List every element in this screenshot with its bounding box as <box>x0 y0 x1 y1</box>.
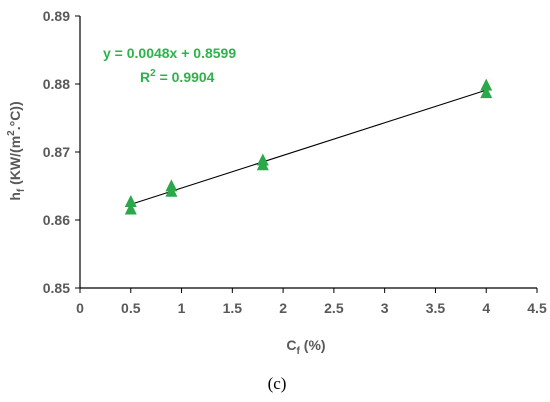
y-axis-title-rest: (KW/(m <box>7 136 23 189</box>
trendline-group <box>130 89 487 205</box>
y-axis-title-sub: f <box>16 188 27 192</box>
ticks: 0 0.5 1 1.5 2 2.5 3 3.5 4 4.5 0.85 0.86 0.87 0.88 0.89 <box>43 8 547 316</box>
y-tick-label: 0.87 <box>43 144 70 160</box>
x-axis-title-sub: f <box>297 346 301 357</box>
r-squared-value: = 0.9904 <box>156 69 215 85</box>
y-axis-title-tail: .°C)) <box>7 101 23 130</box>
x-axis-title: Cf (%) <box>286 337 325 357</box>
x-tick-label: 2.5 <box>324 300 344 316</box>
x-tick-label: 4 <box>482 300 490 316</box>
r-squared-base: R <box>140 69 150 85</box>
y-tick-label: 0.89 <box>43 8 70 24</box>
data-point <box>256 158 269 171</box>
data-point <box>124 194 137 207</box>
x-tick-label: 0.5 <box>121 300 141 316</box>
y-tick-label: 0.86 <box>43 212 70 228</box>
y-axis-title-base: h <box>7 192 23 201</box>
y-tick-label: 0.88 <box>43 76 70 92</box>
data-point <box>480 86 493 99</box>
r-squared-sup: 2 <box>150 68 156 79</box>
x-tick-label: 3 <box>381 300 389 316</box>
r-squared-label: R2 = 0.9904 <box>140 68 215 85</box>
x-tick-label: 2 <box>279 300 287 316</box>
x-tick-label: 1 <box>178 300 186 316</box>
x-axis-title-base: C <box>286 337 296 353</box>
trendline-equation: y = 0.0048x + 0.8599 <box>103 45 236 61</box>
figure-caption: (c) <box>268 374 287 393</box>
x-tick-label: 0 <box>76 300 84 316</box>
data-point <box>124 202 137 215</box>
x-tick-label: 4.5 <box>527 300 547 316</box>
x-axis-title-rest: (%) <box>300 337 326 353</box>
trendline <box>130 89 487 205</box>
y-axis-title: hf (KW/(m2.°C)) <box>6 101 27 200</box>
data-points <box>124 78 493 215</box>
y-axis-title-sup: 2 <box>6 130 17 136</box>
data-point <box>480 78 493 91</box>
x-tick-label: 1.5 <box>223 300 243 316</box>
y-tick-label: 0.85 <box>43 280 70 296</box>
data-point <box>165 184 178 197</box>
x-tick-label: 3.5 <box>426 300 446 316</box>
